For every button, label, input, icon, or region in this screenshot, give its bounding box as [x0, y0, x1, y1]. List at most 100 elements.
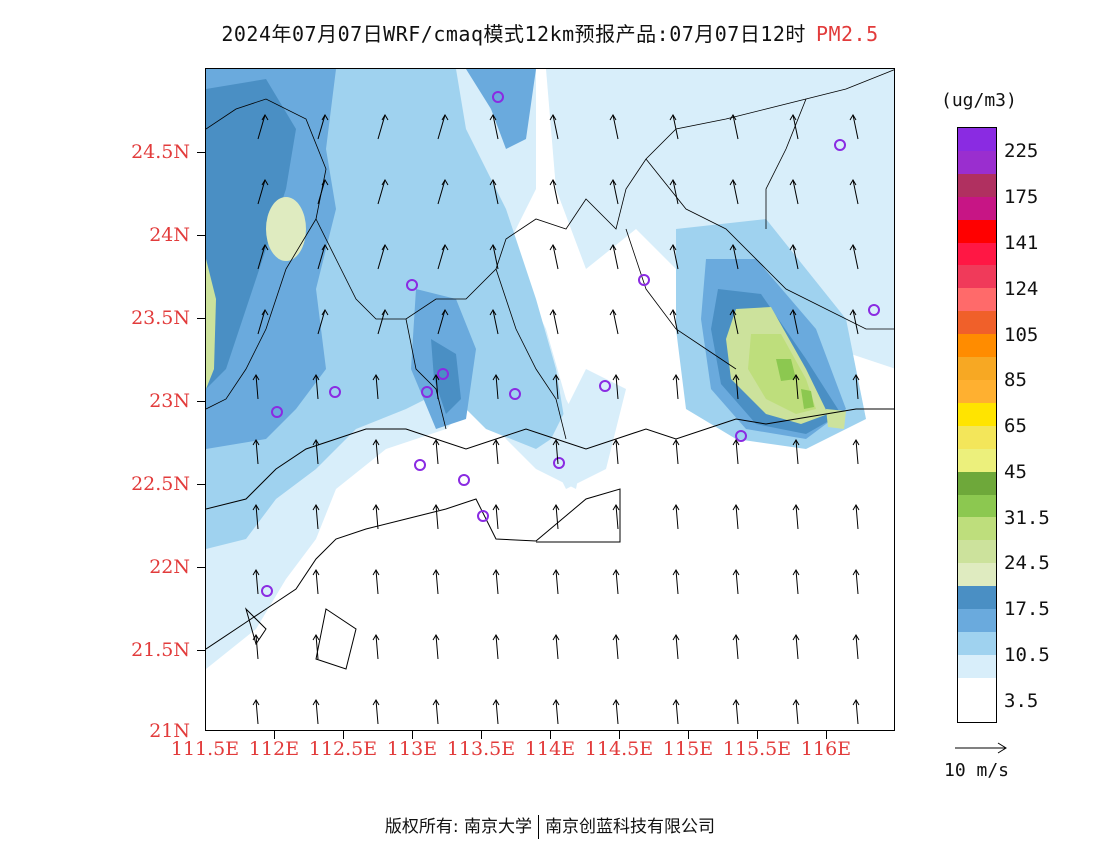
wind-arrow — [437, 309, 446, 335]
wind-arrow — [675, 569, 679, 595]
wind-arrow — [435, 439, 439, 465]
coastline — [206, 408, 894, 670]
wind-arrow — [255, 504, 259, 530]
x-label-116e: 116E — [800, 738, 852, 760]
legend-swatch — [958, 242, 996, 266]
wind-arrow-head — [552, 569, 560, 576]
wind-arrow-head — [372, 504, 380, 511]
legend-swatch — [958, 173, 996, 197]
wind-arrow-head — [489, 309, 497, 316]
legend-swatch — [958, 379, 996, 403]
x-label-113e: 113E — [386, 738, 438, 760]
wind-arrow-head — [252, 374, 260, 381]
x-label-115e: 115E — [662, 738, 714, 760]
wind-arrow-head — [612, 699, 620, 706]
wind-arrow-head — [489, 179, 497, 186]
wind-arrow-head — [432, 439, 440, 446]
wind-arrow-head — [261, 309, 269, 316]
wind-arrow — [255, 374, 259, 400]
wind-arrow-head — [552, 439, 560, 446]
concentration-field — [206, 69, 894, 669]
legend-swatch — [958, 128, 996, 151]
wind-arrow — [255, 569, 259, 595]
wind-arrow-head — [549, 244, 557, 251]
wind-arrow — [495, 634, 499, 660]
wind-reference-label: 10 m/s — [944, 760, 1010, 781]
wind-arrow — [377, 244, 386, 270]
legend-swatch — [958, 563, 996, 587]
wind-arrow-head — [852, 569, 860, 576]
y-tick — [197, 152, 205, 153]
wind-arrow — [675, 504, 679, 530]
wind-arrow — [437, 114, 446, 140]
copyright-right: 南京创蓝科技有限公司 — [545, 817, 716, 837]
wind-arrow — [555, 504, 559, 530]
wind-arrow — [257, 114, 266, 140]
wind-arrow-head — [732, 569, 740, 576]
legend-label: 65 — [1004, 415, 1027, 437]
wind-arrow-head — [492, 504, 500, 511]
wind-arrow-head — [312, 569, 320, 576]
wind-arrow — [615, 504, 619, 530]
wind-arrow-head — [609, 309, 617, 316]
wind-arrow-head — [261, 179, 269, 186]
wind-arrow-head — [549, 309, 557, 316]
wind-arrow-head — [669, 309, 677, 316]
wind-arrow — [375, 569, 379, 595]
wind-arrow — [852, 244, 859, 270]
legend-swatch — [958, 471, 996, 495]
wind-arrow-head — [849, 179, 857, 186]
wind-arrow — [315, 439, 319, 465]
wind-arrow — [735, 504, 739, 530]
wind-arrow-head — [321, 179, 329, 186]
wind-arrow-head — [552, 504, 560, 511]
map-canvas — [206, 69, 894, 725]
wind-arrow-head — [789, 114, 797, 121]
wind-arrow — [552, 244, 559, 270]
x-label-113-5e: 113.5E — [446, 738, 516, 760]
wind-arrow-head — [849, 309, 857, 316]
x-tick — [412, 731, 413, 739]
wind-arrow — [317, 114, 326, 140]
y-tick — [197, 401, 205, 402]
wind-arrow — [852, 114, 859, 140]
wind-arrow — [732, 309, 739, 335]
wind-arrow — [795, 374, 799, 400]
wind-arrow-head — [609, 114, 617, 121]
wind-arrow — [552, 114, 559, 140]
wind-arrow-head — [552, 374, 560, 381]
wind-arrow — [317, 179, 326, 205]
wind-arrow-head — [849, 114, 857, 121]
wind-arrow-head — [261, 244, 269, 251]
wind-arrow — [375, 374, 379, 400]
wind-arrow-head — [372, 634, 380, 641]
y-tick — [197, 318, 205, 319]
x-tick — [826, 731, 827, 739]
wind-arrow — [855, 374, 859, 400]
wind-arrow — [495, 374, 499, 400]
wind-arrow — [315, 504, 319, 530]
wind-arrow — [317, 244, 326, 270]
wind-arrow-head — [489, 114, 497, 121]
legend-swatch — [958, 631, 996, 655]
wind-arrow — [492, 179, 499, 205]
wind-arrow — [612, 244, 619, 270]
wind-arrow — [315, 569, 319, 595]
wind-arrow — [795, 699, 799, 725]
wind-arrow-head — [381, 244, 389, 251]
province-boundaries — [206, 69, 894, 440]
legend-swatch — [958, 196, 996, 220]
wind-arrow — [792, 179, 799, 205]
wind-arrow — [435, 569, 439, 595]
legend-swatch — [958, 677, 996, 701]
wind-arrow-head — [669, 114, 677, 121]
x-label-112-5e: 112.5E — [308, 738, 378, 760]
wind-arrow — [735, 569, 739, 595]
wind-arrow-head — [672, 504, 680, 511]
wind-arrow — [435, 374, 439, 400]
wind-arrow-head — [372, 699, 380, 706]
map-panel[interactable] — [205, 68, 895, 731]
wind-arrow-head — [792, 439, 800, 446]
legend-label: 45 — [1004, 461, 1027, 483]
city-markers — [261, 91, 880, 597]
